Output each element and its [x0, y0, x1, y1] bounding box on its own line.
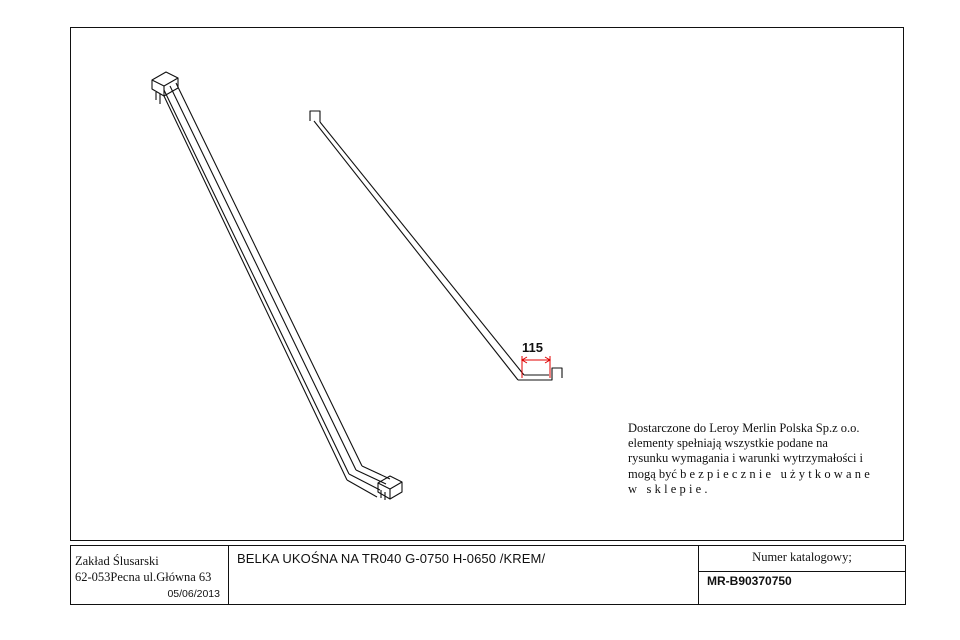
catalog-cell: Numer katalogowy; MR-B90370750	[699, 546, 905, 604]
beam-side-view	[309, 110, 563, 381]
catalog-divider	[699, 571, 905, 572]
company-address: 62-053Pecna ul.Główna 63	[75, 570, 212, 584]
note-line-start: mogą być	[628, 466, 677, 481]
note-line-spaced: bezpiecznie użytkowane	[680, 466, 873, 481]
drawing-title: BELKA UKOŚNA NA TR040 G-0750 H-0650 /KRE…	[237, 551, 546, 566]
catalog-label: Numer katalogowy;	[752, 550, 852, 564]
note-line: rysunku wymagania i warunki wytrzymałośc…	[628, 451, 864, 466]
dimension-label: 115	[522, 340, 543, 355]
beam-3d-top-bracket	[151, 71, 179, 87]
delivery-note: Dostarczone do Leroy Merlin Polska Sp.z …	[628, 421, 900, 497]
dimension-115	[521, 356, 551, 378]
catalog-number: MR-B90370750	[707, 574, 792, 588]
note-line: elementy spełniają wszystkie podane na	[628, 436, 828, 451]
drawing-date: 05/06/2013	[167, 588, 220, 600]
note-line: Dostarczone do Leroy Merlin Polska Sp.z …	[628, 421, 860, 435]
company-cell: Zakład Ślusarski 62-053Pecna ul.Główna 6…	[71, 546, 229, 604]
title-block: Zakład Ślusarski 62-053Pecna ul.Główna 6…	[70, 545, 906, 605]
title-cell: BELKA UKOŚNA NA TR040 G-0750 H-0650 /KRE…	[229, 546, 699, 604]
company-name: Zakład Ślusarski	[75, 554, 159, 568]
note-line: w sklepie.	[628, 481, 711, 496]
note-line: mogą być bezpiecznie użytkowane	[628, 467, 900, 482]
beam-3d-view	[151, 71, 403, 500]
drawing-frame	[70, 27, 904, 541]
